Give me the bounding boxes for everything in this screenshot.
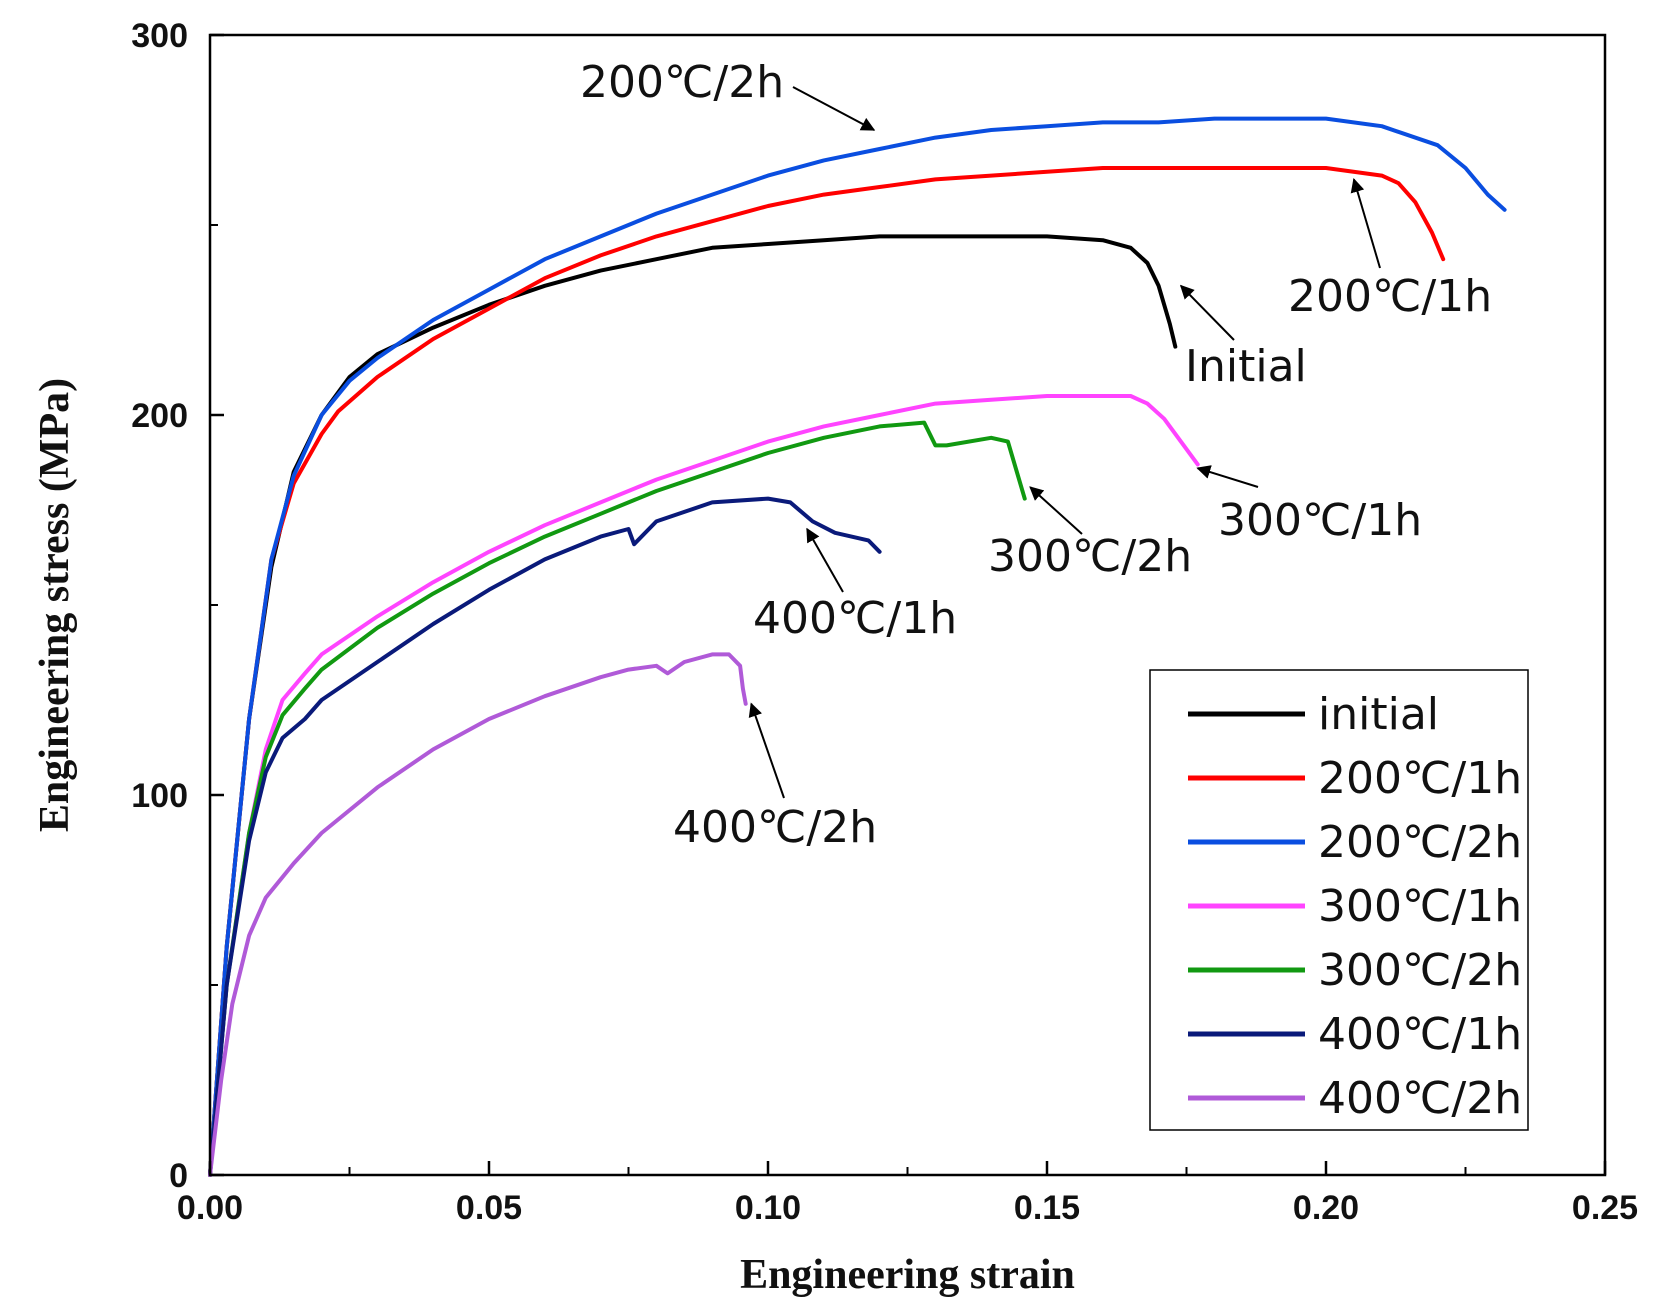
annotation-label: 200℃/2h	[580, 57, 784, 108]
legend-entry-400C-1h: 400℃/1h	[1188, 1009, 1522, 1060]
annotation-400C-2h: 400℃/2h	[673, 702, 877, 853]
annotation-arrow	[1196, 465, 1259, 488]
legend-entry-200C-2h: 200℃/2h	[1188, 817, 1522, 868]
x-tick-label: 0.20	[1293, 1189, 1359, 1227]
annotation-400C-1h: 400℃/1h	[753, 527, 957, 644]
series-line	[208, 420, 1027, 1177]
legend-label: 300℃/1h	[1318, 881, 1522, 932]
legend-label: initial	[1318, 689, 1439, 740]
legend-entry-300C-2h: 300℃/2h	[1188, 945, 1522, 996]
legend-label: 400℃/1h	[1318, 1009, 1522, 1060]
annotation-label: 300℃/2h	[988, 531, 1192, 582]
series-line	[208, 394, 1200, 1177]
annotation-arrow	[806, 527, 844, 593]
curve-annotations: 200℃/2h 200℃/1h Initial 300℃/1h 300℃/2h …	[580, 57, 1492, 853]
series-line	[208, 652, 748, 1177]
y-tick-label: 200	[131, 397, 188, 435]
annotation-initial: Initial	[1179, 284, 1307, 392]
y-axis-title: Engineering stress (MPa)	[32, 378, 78, 832]
x-tick-label: 0.00	[177, 1189, 243, 1227]
legend-entry-400C-2h: 400℃/2h	[1188, 1073, 1522, 1124]
annotation-arrow	[1029, 486, 1083, 535]
x-tick-label: 0.05	[456, 1189, 522, 1227]
legend-label: 300℃/2h	[1318, 945, 1522, 996]
legend-entry-300C-1h: 300℃/1h	[1188, 881, 1522, 932]
annotation-200C-2h: 200℃/2h	[580, 57, 876, 131]
annotation-label: 400℃/2h	[673, 802, 877, 853]
x-tick-label: 0.10	[735, 1189, 801, 1227]
axis-ticks: 0.00 0.05 0.10 0.15 0.20 0.25 0 100 200 300	[131, 17, 1638, 1227]
y-tick-label: 0	[169, 1157, 188, 1195]
x-tick-label: 0.15	[1014, 1189, 1080, 1227]
annotation-arrow	[1350, 178, 1381, 269]
y-tick-label: 300	[131, 17, 188, 55]
annotation-300C-1h: 300℃/1h	[1196, 465, 1422, 546]
series-line	[208, 116, 1507, 1177]
series-line	[208, 496, 882, 1177]
data-curves	[208, 116, 1507, 1177]
legend: initial 200℃/1h 200℃/2h 300℃/1h 300℃/2h …	[1149, 669, 1529, 1131]
legend-box	[1149, 669, 1529, 1131]
legend-entry-initial: initial	[1188, 689, 1439, 740]
x-tick-label: 0.25	[1572, 1189, 1638, 1227]
y-tick-label: 100	[131, 777, 188, 815]
annotation-label: 400℃/1h	[753, 593, 957, 644]
annotation-300C-2h: 300℃/2h	[988, 486, 1192, 582]
legend-label: 200℃/2h	[1318, 817, 1522, 868]
annotation-label: 200℃/1h	[1288, 271, 1492, 322]
annotation-arrow	[1179, 284, 1235, 341]
annotation-label: 300℃/1h	[1218, 495, 1422, 546]
annotation-label: Initial	[1185, 341, 1307, 392]
series-line	[208, 166, 1446, 1177]
legend-label: 400℃/2h	[1318, 1073, 1522, 1124]
annotation-200C-1h: 200℃/1h	[1288, 178, 1492, 322]
x-axis-title: Engineering strain	[740, 1252, 1075, 1298]
legend-label: 200℃/1h	[1318, 753, 1522, 804]
annotation-arrow	[748, 702, 785, 799]
legend-entry-200C-1h: 200℃/1h	[1188, 753, 1522, 804]
annotation-arrow	[792, 86, 876, 131]
